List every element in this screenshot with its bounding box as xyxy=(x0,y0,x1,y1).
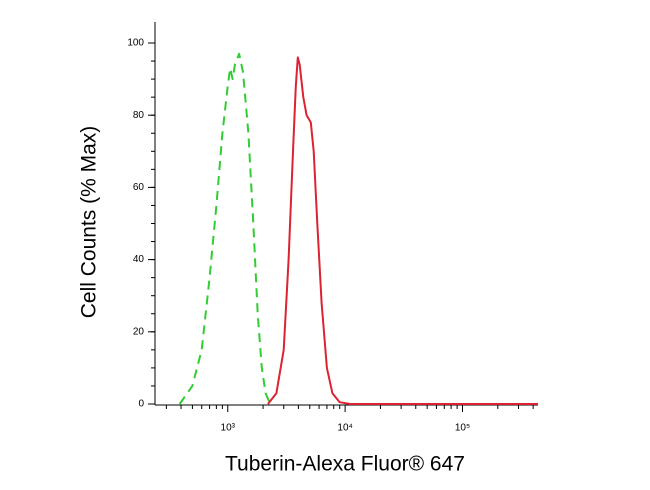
x-axis-title: Tuberin-Alexa Fluor® 647 xyxy=(225,453,465,476)
x-tick-label: 10³ xyxy=(221,423,236,434)
y-axis-title: Cell Counts (% Max) xyxy=(78,126,101,319)
y-tick-label: 60 xyxy=(133,182,145,193)
y-tick-label: 80 xyxy=(133,110,145,121)
series-line xyxy=(178,52,272,405)
x-tick-label: 10⁵ xyxy=(455,423,470,434)
y-tick-label: 0 xyxy=(138,399,144,410)
y-tick-label: 20 xyxy=(133,326,145,337)
y-tick-label: 40 xyxy=(133,254,145,265)
x-tick-label: 10⁴ xyxy=(337,423,352,434)
series-line xyxy=(267,56,538,405)
y-tick-label: 100 xyxy=(127,38,144,49)
